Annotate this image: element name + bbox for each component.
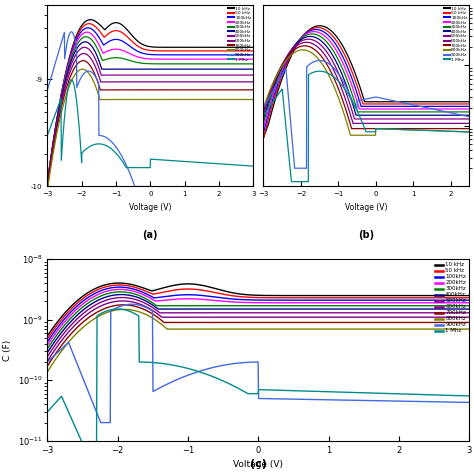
Legend: 10 kHz, 50 kHz, 100kHz, 200kHz, 300kHz, 400kHz, 500kHz, 600kHz, 700kHz, 800kHz, : 10 kHz, 50 kHz, 100kHz, 200kHz, 300kHz, … [444, 6, 468, 62]
X-axis label: Voltage (V): Voltage (V) [233, 460, 283, 469]
Legend: 10 kHz, 50 kHz, 100kHz, 200kHz, 300kHz, 400kHz, 500kHz, 600kHz, 700kHz, 800kHz, : 10 kHz, 50 kHz, 100kHz, 200kHz, 300kHz, … [434, 261, 467, 335]
Legend: 10 kHz, 50 kHz, 100kHz, 200kHz, 300kHz, 400kHz, 500kHz, 600kHz, 700kHz, 800kHz, : 10 kHz, 50 kHz, 100kHz, 200kHz, 300kHz, … [228, 6, 252, 62]
Text: (a): (a) [143, 230, 158, 240]
X-axis label: Voltage (V): Voltage (V) [129, 203, 172, 212]
Y-axis label: C (F): C (F) [3, 339, 12, 361]
Text: (c): (c) [250, 459, 267, 469]
X-axis label: Voltage (V): Voltage (V) [345, 203, 388, 212]
Text: (b): (b) [358, 230, 374, 240]
